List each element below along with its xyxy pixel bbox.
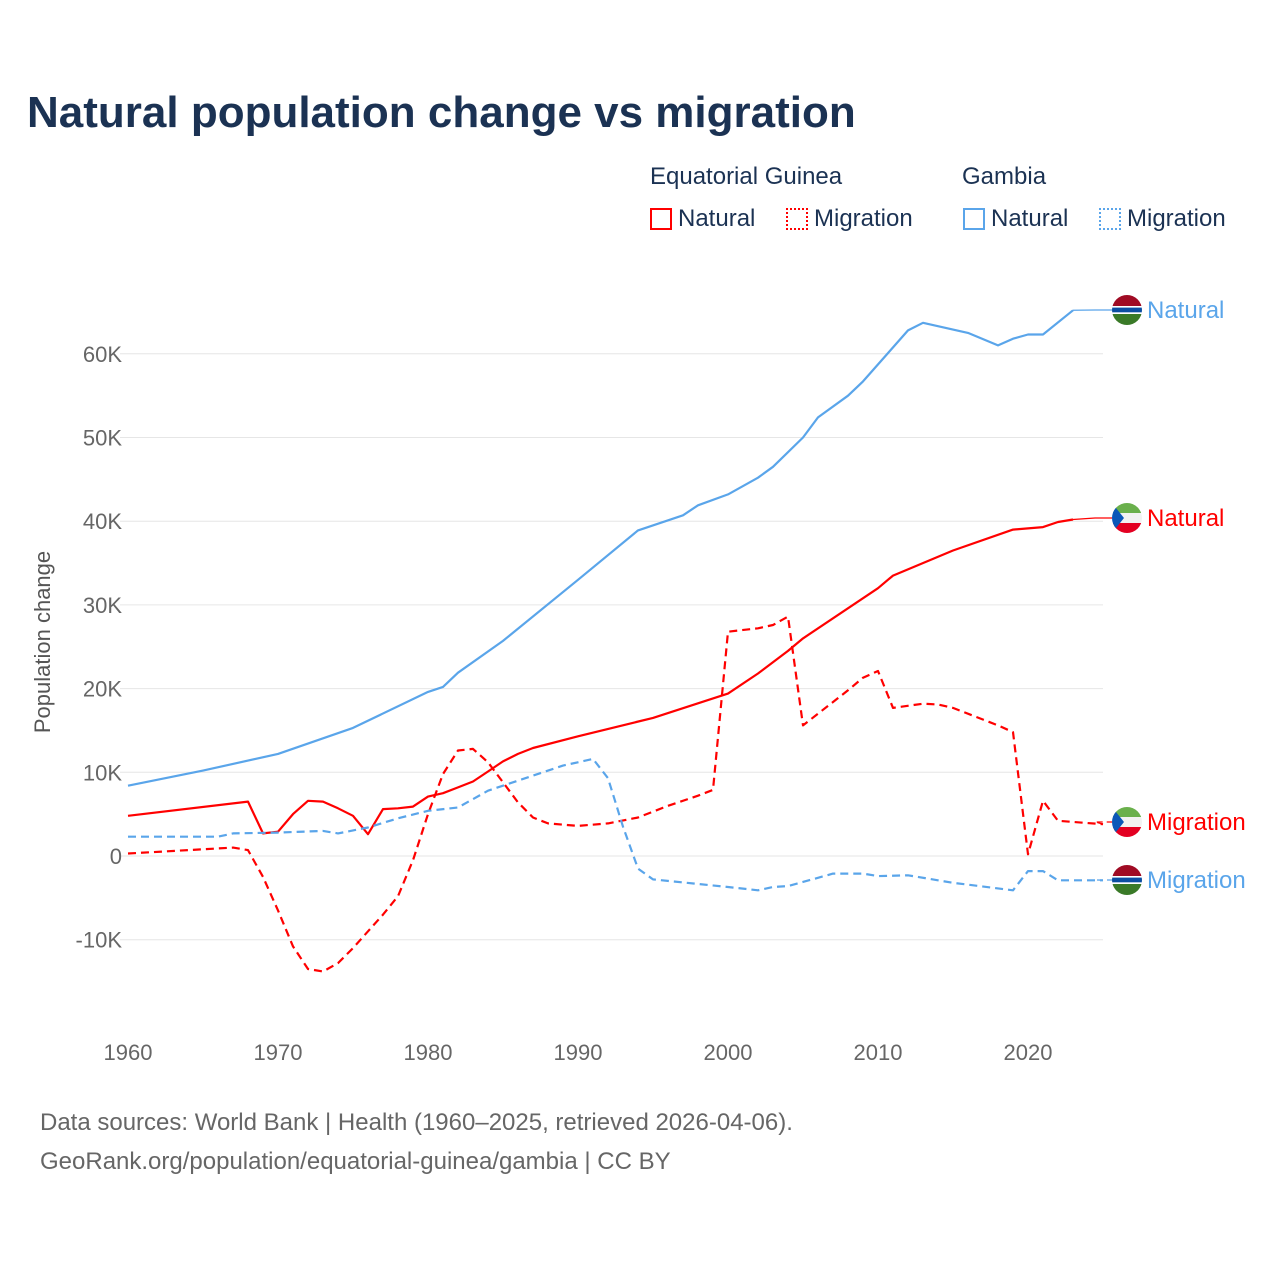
y-tick-label: 0 <box>110 844 122 869</box>
legend-swatch-dotted <box>786 208 808 230</box>
legend-label: Migration <box>814 205 913 232</box>
legend-group-equatorial-guinea: Equatorial Guinea <box>650 163 843 190</box>
series-line-equatorial-guinea-migration <box>127 615 1104 973</box>
equatorial-guinea-flag-icon <box>1112 503 1142 533</box>
x-tick-label: 1980 <box>404 1040 453 1065</box>
y-tick-label: 30K <box>83 593 122 618</box>
series-line-equatorial-guinea-natural <box>127 518 1074 836</box>
y-tick-label: 10K <box>83 760 122 785</box>
x-tick-label: 2000 <box>704 1040 753 1065</box>
legend-group-gambia: Gambia <box>962 163 1047 190</box>
series-line-gambia-natural <box>127 309 1074 787</box>
x-tick-label: 1990 <box>554 1040 603 1065</box>
label-connector <box>1072 517 1112 521</box>
x-tick-label: 2010 <box>854 1040 903 1065</box>
y-tick-label: 20K <box>83 677 122 702</box>
legend-swatch-dotted <box>1099 208 1121 230</box>
series-end-label: Natural <box>1147 297 1224 324</box>
y-tick-label: -10K <box>76 928 123 953</box>
legend-eg-natural[interactable]: Natural <box>650 205 755 233</box>
gambia-flag-icon <box>1112 865 1142 895</box>
legend-label: Natural <box>678 205 756 232</box>
legend-eg-migration[interactable]: Migration <box>786 205 913 233</box>
legend-label: Migration <box>1127 205 1226 232</box>
legend-gambia-migration[interactable]: Migration <box>1099 205 1226 233</box>
footer-url[interactable]: GeoRank.org/population/equatorial-guinea… <box>40 1148 671 1175</box>
legend-swatch-solid <box>963 208 985 230</box>
x-tick-label: 1960 <box>104 1040 153 1065</box>
legend-label: Natural <box>991 205 1069 232</box>
gambia-flag-icon <box>1112 295 1142 325</box>
y-axis-label: Population change <box>30 551 55 733</box>
y-tick-label: 50K <box>83 426 122 451</box>
label-connector <box>1094 821 1112 825</box>
x-tick-label: 2020 <box>1004 1040 1053 1065</box>
legend-swatch-solid <box>650 208 672 230</box>
series-end-label: Migration <box>1147 809 1246 836</box>
y-tick-label: 40K <box>83 509 122 534</box>
series-end-label: Natural <box>1147 505 1224 532</box>
chart-title: Natural population change vs migration <box>27 88 856 137</box>
legend-gambia-natural[interactable]: Natural <box>963 205 1068 233</box>
equatorial-guinea-flag-icon <box>1112 807 1142 837</box>
footer-sources: Data sources: World Bank | Health (1960–… <box>40 1109 793 1136</box>
series-end-label: Migration <box>1147 867 1246 894</box>
series-line-gambia-migration <box>128 757 1103 892</box>
y-tick-label: 60K <box>83 342 122 367</box>
x-tick-label: 1970 <box>254 1040 303 1065</box>
